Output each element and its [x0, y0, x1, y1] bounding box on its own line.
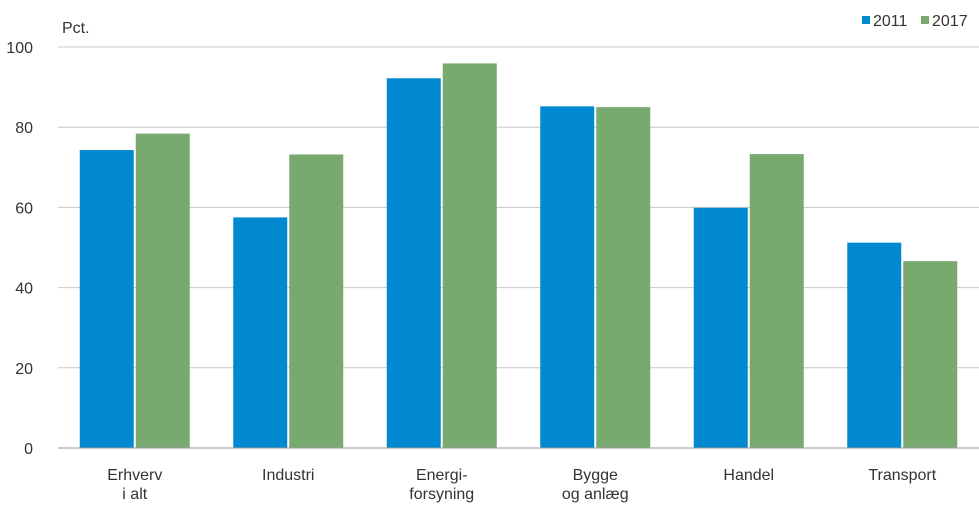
legend-swatch-2017 [921, 16, 929, 24]
bar-2011 [693, 207, 748, 448]
bar-2011 [847, 242, 902, 448]
bars [79, 63, 958, 449]
x-tick-label-line: Handel [723, 467, 774, 484]
x-tick-label-line: Industri [262, 467, 314, 484]
x-tick-label-line: Energi- [416, 467, 468, 484]
legend-swatch-2011 [862, 16, 870, 24]
x-tick-label-line: Bygge [573, 467, 618, 484]
x-tick-label-line: Transport [868, 467, 936, 484]
bar-2011 [386, 78, 441, 448]
legend-label-2011: 2011 [873, 13, 908, 30]
bar-2017 [135, 133, 190, 448]
y-tick-label: 100 [6, 40, 33, 57]
bar-2017 [442, 63, 497, 448]
bar-2017 [903, 261, 958, 448]
bar-2011 [233, 217, 288, 448]
x-axis-labels: Erhverv i alt Industri Energi-forsyning Bygg… [107, 467, 937, 503]
bar-2017 [289, 154, 344, 448]
x-tick-label: Handel [723, 467, 774, 484]
y-tick-label: 40 [15, 281, 33, 298]
x-tick-label: Erhverv i alt [107, 467, 162, 503]
y-tick-label: 80 [15, 120, 33, 137]
x-tick-label-line: i alt [122, 486, 147, 503]
y-tick-label: 20 [15, 361, 33, 378]
bar-2011 [540, 106, 595, 449]
y-unit-label: Pct. [62, 20, 90, 37]
x-tick-label-line: forsyning [409, 486, 474, 503]
bar-2017 [596, 107, 651, 449]
bar-2011 [79, 150, 134, 448]
legend: 2011 2017 [862, 13, 968, 30]
x-tick-label: Transport [868, 467, 936, 484]
gridlines [58, 46, 979, 369]
y-tick-label: 0 [24, 441, 33, 458]
x-tick-label-line: Erhverv [107, 467, 162, 484]
legend-label-2017: 2017 [932, 13, 968, 30]
x-tick-label-line: og anlæg [562, 486, 629, 503]
x-tick-label: Industri [262, 467, 314, 484]
x-tick-label: Energi-forsyning [409, 467, 474, 503]
bar-2017 [749, 154, 804, 448]
y-tick-label: 60 [15, 200, 33, 217]
y-axis-ticks: 0 20 40 60 80 100 [6, 40, 33, 458]
x-tick-label: Bygge og anlæg [562, 467, 629, 503]
